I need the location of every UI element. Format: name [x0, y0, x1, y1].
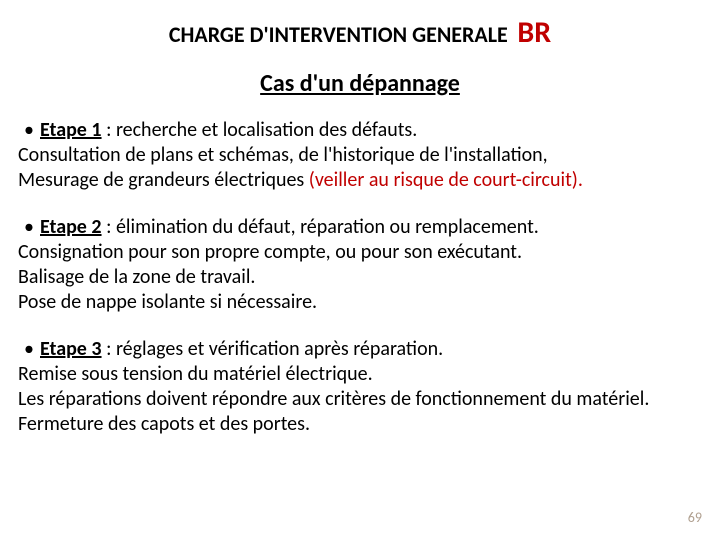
etape-1-line-3: Mesurage de grandeurs électriques (veill…	[18, 168, 702, 193]
etape-1-lead-line: Etape 1 : recherche et localisation des …	[40, 118, 417, 143]
slide-subtitle: Cas d'un dépannage	[0, 69, 720, 98]
etape-2-line-4: Pose de nappe isolante si nécessaire.	[18, 290, 702, 315]
slide: CHARGE D'INTERVENTION GENERALE BR Cas d'…	[0, 0, 720, 540]
etape-3-block: • Etape 3 : réglages et vérification apr…	[18, 337, 702, 437]
bullet-icon: •	[18, 118, 40, 143]
etape-3-line-2: Remise sous tension du matériel électriq…	[18, 362, 702, 387]
etape-3-line-3: Les réparations doivent répondre aux cri…	[18, 387, 702, 412]
bullet-icon: •	[18, 337, 40, 362]
slide-title: CHARGE D'INTERVENTION GENERALE	[169, 21, 508, 48]
etape-1-line-3a: Mesurage de grandeurs électriques	[18, 168, 309, 192]
etape-1-block: • Etape 1 : recherche et localisation de…	[18, 118, 702, 193]
etape-2-lead-line: Etape 2 : élimination du défaut, réparat…	[40, 215, 539, 240]
slide-title-suffix: BR	[517, 14, 551, 51]
etape-3-lead-line: Etape 3 : réglages et vérification après…	[40, 337, 443, 362]
etape-1-lead: : recherche et localisation des défauts.	[102, 118, 418, 142]
etape-3-lead: : réglages et vérification après réparat…	[102, 337, 444, 361]
etape-1-label: Etape 1	[40, 118, 102, 142]
etape-2-lead: : élimination du défaut, réparation ou r…	[102, 215, 539, 239]
etape-2-label: Etape 2	[40, 215, 102, 239]
etape-1-heading: • Etape 1 : recherche et localisation de…	[18, 118, 702, 143]
page-number: 69	[688, 509, 702, 526]
etape-2-line-3: Balisage de la zone de travail.	[18, 265, 702, 290]
etape-3-label: Etape 3	[40, 337, 102, 361]
slide-title-row: CHARGE D'INTERVENTION GENERALE BR	[0, 0, 720, 51]
etape-2-block: • Etape 2 : élimination du défaut, répar…	[18, 215, 702, 315]
etape-3-line-4: Fermeture des capots et des portes.	[18, 412, 702, 437]
bullet-icon: •	[18, 215, 40, 240]
slide-body: • Etape 1 : recherche et localisation de…	[0, 98, 720, 437]
etape-1-line-2: Consultation de plans et schémas, de l'h…	[18, 143, 702, 168]
etape-1-warning: (veiller au risque de court-circuit).	[309, 168, 583, 192]
etape-2-line-2: Consignation pour son propre compte, ou …	[18, 240, 702, 265]
etape-2-heading: • Etape 2 : élimination du défaut, répar…	[18, 215, 702, 240]
etape-3-heading: • Etape 3 : réglages et vérification apr…	[18, 337, 702, 362]
